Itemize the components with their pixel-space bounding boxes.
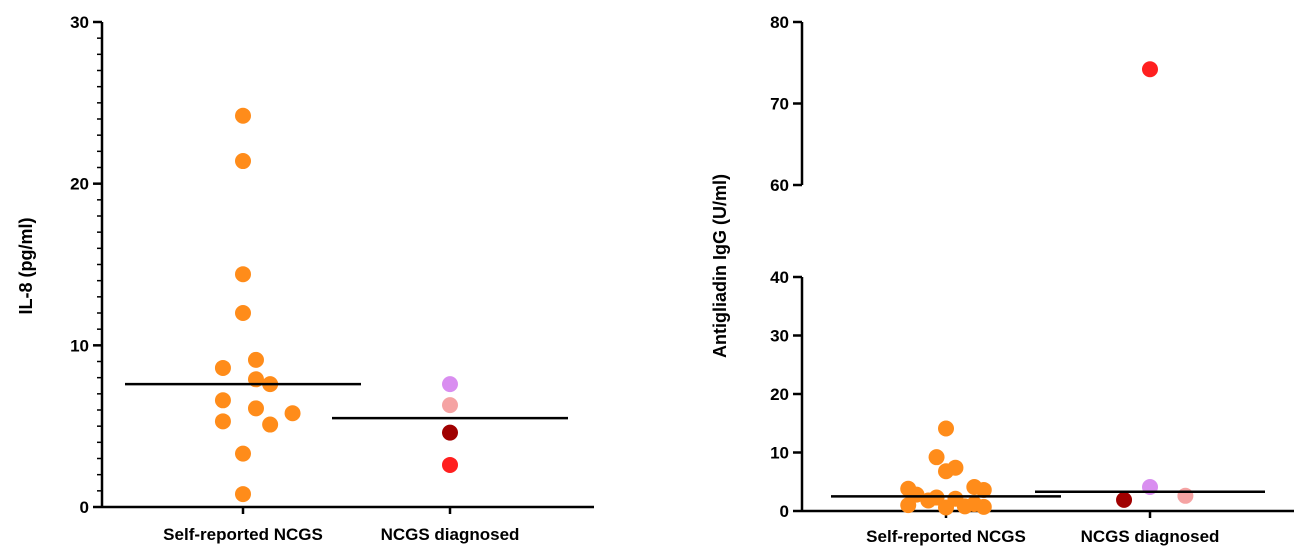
chart-antigliadin: Antigliadin IgG (U/ml) Self-reported NCG… [710, 13, 1294, 546]
chart-antigliadin-point [928, 449, 945, 466]
chart-il8-point [214, 359, 231, 376]
chart-il8-point [235, 107, 251, 124]
chart-il8-point [442, 424, 458, 441]
chart-antigliadin-y-tick-label: 20 [770, 385, 789, 404]
chart-il8-ylabel: IL-8 (pg/ml) [16, 218, 36, 315]
chart-antigliadin-y-tick-label: 0 [780, 502, 789, 521]
chart-il8: IL-8 (pg/ml) Self-reported NCGS NCGS dia… [16, 13, 594, 544]
chart-il8-point [262, 416, 279, 433]
chart-il8-y-tick-label: 10 [70, 336, 89, 355]
chart-antigliadin-point [900, 497, 917, 514]
chart-antigliadin-point [1142, 61, 1158, 78]
chart-antigliadin-point [975, 481, 992, 498]
chart-il8-point [442, 456, 458, 473]
chart-il8-point [235, 153, 251, 170]
chart-il8-y-tick-label: 20 [70, 175, 89, 194]
chart-il8-point [235, 266, 251, 283]
chart-il8-point [214, 392, 231, 409]
chart-antigliadin-y-tick-label: 80 [770, 13, 789, 32]
chart-antigliadin-y-tick-label: 10 [770, 444, 789, 463]
chart-antigliadin-point [1116, 491, 1133, 508]
chart-il8-point [442, 376, 458, 393]
chart-antigliadin-ylabel: Antigliadin IgG (U/ml) [710, 174, 730, 358]
chart-antigliadin-y-tick-label: 30 [770, 327, 789, 346]
chart-il8-point [442, 397, 458, 414]
chart-il8-point [247, 400, 264, 417]
chart-il8-y-tick-label: 0 [80, 498, 89, 517]
chart-antigliadin-point [947, 459, 964, 476]
chart-antigliadin-y-tick-label: 60 [770, 176, 789, 195]
chart-antigliadin-category-0: Self-reported NCGS [866, 527, 1026, 546]
chart-il8-point [235, 305, 251, 321]
chart-antigliadin-point [975, 498, 992, 515]
chart-il8-point [247, 351, 264, 368]
chart-antigliadin-point [938, 420, 954, 437]
chart-antigliadin-y-tick-label: 40 [770, 268, 789, 287]
chart-antigliadin-point [1177, 487, 1194, 504]
chart-antigliadin-category-1: NCGS diagnosed [1081, 527, 1220, 546]
chart-il8-point [284, 405, 301, 422]
chart-il8-category-1: NCGS diagnosed [381, 525, 520, 544]
chart-antigliadin-y-tick-label: 70 [770, 95, 789, 114]
chart-il8-point [235, 486, 251, 503]
chart-il8-point [214, 413, 231, 430]
chart-il8-point [235, 445, 251, 462]
chart-il8-y-tick-label: 30 [70, 13, 89, 32]
chart-il8-category-0: Self-reported NCGS [163, 525, 323, 544]
